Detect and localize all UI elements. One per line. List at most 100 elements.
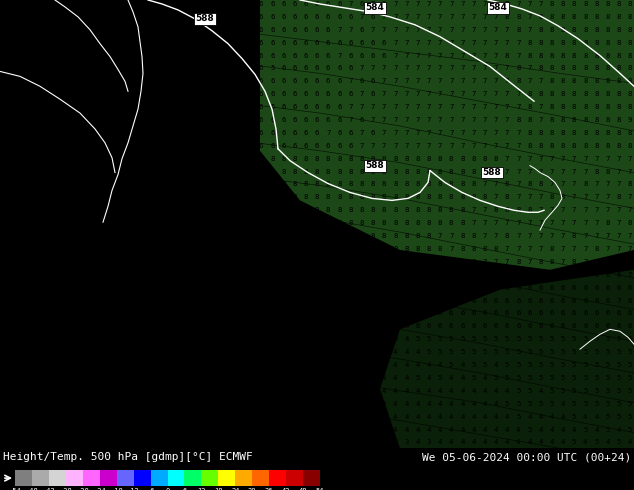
Text: 4: 4	[449, 375, 453, 381]
Text: 7: 7	[214, 207, 219, 213]
Text: 8: 8	[572, 91, 576, 97]
Text: 4: 4	[136, 52, 140, 58]
Text: 8: 8	[371, 169, 375, 174]
Text: 5: 5	[494, 336, 498, 342]
Text: 6: 6	[259, 297, 263, 303]
Text: 8: 8	[460, 156, 465, 162]
Text: 8: 8	[404, 169, 409, 174]
Text: 6: 6	[315, 66, 319, 72]
Text: 8: 8	[359, 259, 364, 265]
Text: 3: 3	[69, 78, 74, 84]
Text: 8: 8	[192, 220, 197, 226]
Text: 8: 8	[516, 207, 521, 213]
Text: 8: 8	[270, 259, 275, 265]
Text: 6: 6	[427, 297, 431, 303]
Text: 6: 6	[337, 272, 342, 278]
Text: 8: 8	[617, 91, 621, 97]
Text: 4: 4	[337, 414, 342, 419]
Text: 7: 7	[404, 1, 409, 7]
Text: 3: 3	[259, 440, 263, 445]
Text: 6: 6	[628, 323, 632, 329]
Text: 8: 8	[304, 233, 308, 239]
Text: 3: 3	[304, 414, 308, 419]
Text: 8: 8	[236, 246, 241, 252]
Text: 8: 8	[315, 195, 319, 200]
Text: 8: 8	[628, 130, 632, 136]
Text: 4: 4	[482, 426, 487, 433]
Text: 4: 4	[259, 336, 263, 342]
Text: 7: 7	[415, 1, 420, 7]
Text: 4: 4	[348, 349, 353, 355]
Text: 5: 5	[527, 362, 531, 368]
Text: 3: 3	[80, 375, 84, 381]
Text: 4: 4	[236, 375, 241, 381]
Text: 6: 6	[46, 207, 51, 213]
Text: 7: 7	[415, 66, 420, 72]
Text: 6: 6	[24, 207, 29, 213]
Text: 3: 3	[192, 414, 197, 419]
Text: 6: 6	[371, 40, 375, 46]
Text: 6: 6	[594, 311, 598, 317]
Text: 5: 5	[2, 233, 6, 239]
Text: 7: 7	[214, 156, 219, 162]
Text: 4: 4	[371, 401, 375, 407]
Text: 6: 6	[80, 195, 84, 200]
Text: 7: 7	[169, 246, 174, 252]
Text: 2: 2	[2, 104, 6, 110]
Text: 7: 7	[203, 169, 207, 174]
Text: 5: 5	[437, 375, 442, 381]
Text: 2: 2	[2, 388, 6, 394]
Text: 5: 5	[192, 130, 197, 136]
Text: 7: 7	[393, 66, 398, 72]
Text: 8: 8	[348, 220, 353, 226]
Text: 6: 6	[393, 285, 398, 291]
Text: 7: 7	[471, 66, 476, 72]
Text: 3: 3	[58, 14, 62, 20]
Text: 3: 3	[58, 66, 62, 72]
Text: 8: 8	[415, 195, 420, 200]
Text: 4: 4	[348, 362, 353, 368]
Text: 7: 7	[192, 207, 197, 213]
Text: 5: 5	[58, 297, 62, 303]
Text: 4: 4	[158, 27, 163, 33]
Text: 3: 3	[181, 426, 185, 433]
Text: 7: 7	[460, 117, 465, 123]
Text: 4: 4	[471, 440, 476, 445]
Text: 42: 42	[282, 488, 290, 490]
Text: 4: 4	[24, 311, 29, 317]
Text: 4: 4	[471, 426, 476, 433]
Text: 7: 7	[482, 143, 487, 149]
Text: 7: 7	[482, 40, 487, 46]
Text: 30: 30	[248, 488, 257, 490]
Text: 4: 4	[415, 440, 420, 445]
Text: 7: 7	[527, 259, 531, 265]
Text: 3: 3	[158, 401, 163, 407]
Text: 7: 7	[572, 220, 576, 226]
Text: 8: 8	[348, 195, 353, 200]
Text: 3: 3	[91, 388, 96, 394]
Text: 5: 5	[203, 66, 207, 72]
Text: 5: 5	[605, 414, 610, 419]
Text: 5: 5	[80, 311, 84, 317]
Text: 7: 7	[181, 259, 185, 265]
Text: 4: 4	[382, 349, 386, 355]
Text: 5: 5	[192, 1, 197, 7]
Text: 6: 6	[259, 323, 263, 329]
Text: 8: 8	[236, 169, 241, 174]
Text: 6: 6	[113, 233, 118, 239]
Text: 5: 5	[225, 91, 230, 97]
Text: 7: 7	[527, 27, 531, 33]
Text: 5: 5	[13, 220, 17, 226]
Text: 7: 7	[427, 14, 431, 20]
Text: 8: 8	[583, 66, 588, 72]
Text: 8: 8	[550, 117, 554, 123]
Text: 6: 6	[371, 323, 375, 329]
Text: 8: 8	[505, 195, 509, 200]
Text: 3: 3	[169, 440, 174, 445]
Text: 3: 3	[80, 91, 84, 97]
Text: 8: 8	[516, 27, 521, 33]
Text: 8: 8	[572, 1, 576, 7]
Text: 7: 7	[516, 156, 521, 162]
Text: We 05-06-2024 00:00 UTC (00+24): We 05-06-2024 00:00 UTC (00+24)	[422, 452, 631, 463]
Text: 8: 8	[214, 181, 219, 188]
